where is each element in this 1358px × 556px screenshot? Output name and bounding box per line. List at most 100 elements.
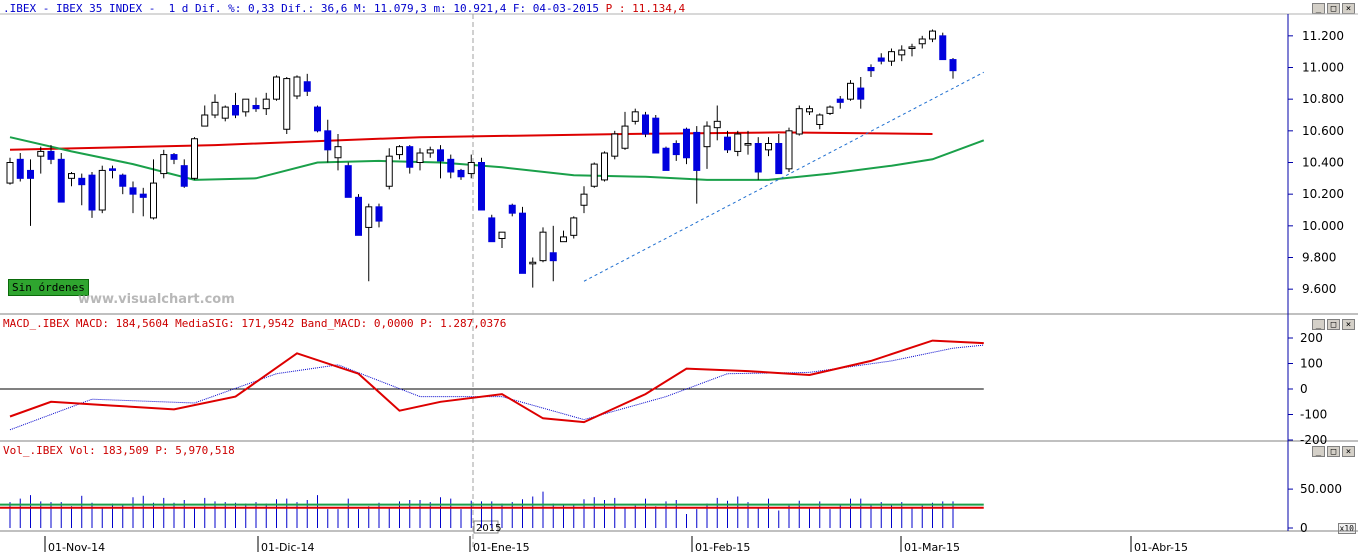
price-panel-buttons: _ □ × [1312,3,1355,14]
price-tick-label: 9.800 [1302,251,1336,265]
candle-body [580,193,588,206]
candle-body [857,87,865,100]
candle-body [355,196,362,236]
candle-body [365,206,373,228]
macd-tick-label: -200 [1300,433,1327,447]
candle-body [242,98,250,113]
candle-body [662,147,670,171]
candle-body [549,252,557,262]
close-button[interactable]: × [1342,446,1355,457]
candle-body [601,152,608,181]
macd-tick-label: 0 [1300,382,1308,396]
candle-body [180,165,188,187]
candle-body [888,51,895,62]
year-marker: 2015 [476,523,501,534]
candle-body [529,261,537,265]
candle-body [416,152,424,163]
price-tick-label: 10.600 [1302,124,1344,138]
candle-body [375,206,383,222]
candle-body [221,106,229,119]
candle-body [611,133,619,157]
candle-body [836,98,844,103]
candle-body [703,125,711,148]
candle-body [303,81,311,92]
date-tick-label: 01-Mar-15 [904,541,960,554]
candle-body [847,82,854,100]
candle-body [898,49,906,56]
candle-body [570,217,578,236]
candle-body [447,158,455,173]
candle-body [539,231,547,262]
macd-line [9,339,984,424]
candle-body [314,106,321,132]
candle-body [621,125,629,149]
price-tick-label: 10.200 [1302,187,1344,201]
candle-body [642,114,649,135]
candle-body [498,231,506,240]
candle-body [78,177,86,186]
candle-body [488,217,496,243]
watermark: www.visualchart.com [78,292,235,307]
orders-status-badge[interactable]: Sin órdenes [8,279,89,296]
candle-body [754,143,762,173]
maximize-button[interactable]: □ [1327,319,1340,330]
candle-body [385,155,393,187]
candle-body [293,76,301,97]
candle-body [426,149,434,154]
date-tick-label: 01-Feb-15 [695,541,750,554]
candle-body [437,149,444,162]
macd-panel-buttons: _ □ × [1312,319,1355,330]
candle-body [816,114,824,125]
candle-body [211,101,219,116]
candle-body [908,46,916,50]
maximize-button[interactable]: □ [1327,446,1340,457]
candle-body [232,105,239,116]
candle-body [519,212,526,274]
candle-body [324,130,332,151]
close-button[interactable]: × [1342,319,1355,330]
candle-body [929,30,936,40]
minimize-button[interactable]: _ [1312,319,1325,330]
candle-body [109,168,116,171]
candle-body [713,120,721,129]
candle-body [693,131,701,171]
candle-body [160,154,168,175]
candle-body [744,143,752,146]
candle-body [785,130,793,170]
candle-body [949,59,957,72]
sma-red-line [9,131,933,151]
candle-body [344,165,352,198]
candle-body [16,158,24,179]
candle-body [590,163,598,187]
signal-line [9,344,984,431]
date-tick-label: 01-Abr-15 [1134,541,1188,554]
candle-body [273,76,280,100]
candle-body [27,169,34,179]
macd-tick-label: 200 [1300,331,1323,345]
candle-body [560,236,567,243]
candle-body [734,133,742,152]
candle-body [939,35,947,61]
candle-body [191,138,198,179]
candle-body [283,78,291,130]
candle-body [826,106,834,114]
date-tick-label: 01-Nov-14 [48,541,105,554]
candle-body [683,128,690,159]
minimize-button[interactable]: _ [1312,446,1325,457]
candle-body [406,146,414,168]
candle-body [139,193,147,198]
candle-body [6,162,14,184]
candle-body [119,174,127,187]
candle-body [252,105,260,110]
candle-body [918,38,926,45]
candle-body [334,146,342,159]
macd-tick-label: 100 [1300,357,1323,371]
vol-tick-label: 0 [1300,521,1308,535]
candle-body [765,143,772,151]
price-tick-label: 11.200 [1302,29,1344,43]
price-tick-label: 10.800 [1302,92,1344,106]
candle-body [478,162,485,211]
candle-body [457,169,465,178]
candle-body [672,143,680,156]
